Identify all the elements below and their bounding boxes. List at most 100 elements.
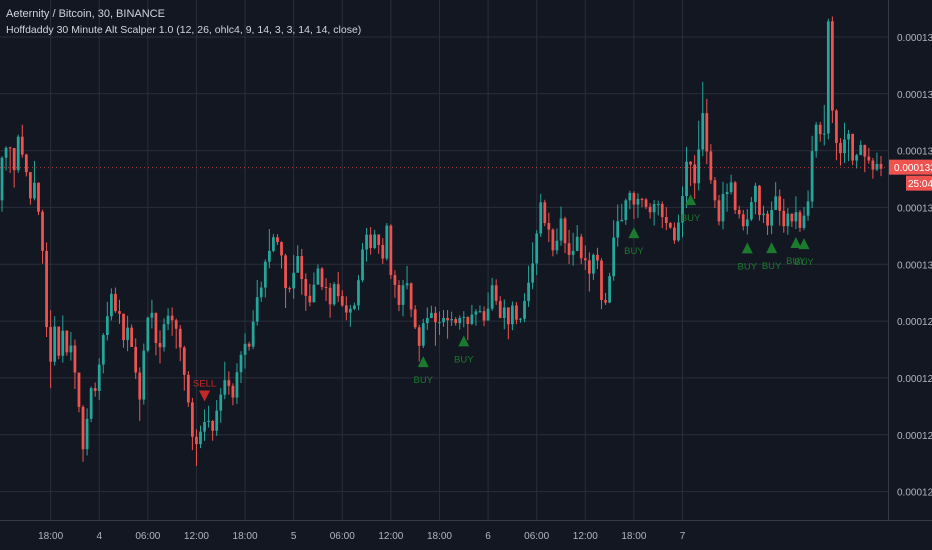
candle[interactable] <box>150 299 154 329</box>
candle[interactable] <box>130 324 134 347</box>
candle[interactable] <box>879 156 883 177</box>
candle-body[interactable] <box>33 182 36 199</box>
candle-body[interactable] <box>620 219 624 222</box>
candle[interactable] <box>826 18 830 140</box>
candle[interactable] <box>506 307 510 340</box>
candle[interactable] <box>259 281 263 303</box>
candle-body[interactable] <box>786 213 790 227</box>
candle-body[interactable] <box>802 215 806 228</box>
candle[interactable] <box>186 371 190 407</box>
candle-body[interactable] <box>405 283 409 286</box>
candle[interactable] <box>673 222 676 244</box>
candle[interactable] <box>782 198 786 233</box>
candle[interactable] <box>174 318 178 349</box>
candle[interactable] <box>466 316 470 341</box>
candle[interactable] <box>652 200 656 226</box>
candle-body[interactable] <box>389 225 393 276</box>
candle[interactable] <box>725 183 729 212</box>
candle-body[interactable] <box>608 276 611 303</box>
candle[interactable] <box>401 279 405 317</box>
candle-body[interactable] <box>348 308 352 313</box>
candle-body[interactable] <box>296 256 300 273</box>
candle[interactable] <box>191 397 194 451</box>
candle[interactable] <box>158 330 162 364</box>
candle-body[interactable] <box>114 293 117 312</box>
candle-body[interactable] <box>425 317 429 324</box>
candle[interactable] <box>146 316 150 353</box>
candle-body[interactable] <box>24 154 28 173</box>
candle[interactable] <box>790 213 794 228</box>
candle-body[interactable] <box>624 200 628 220</box>
candle[interactable] <box>806 190 810 221</box>
candle[interactable] <box>20 124 24 158</box>
candle[interactable] <box>421 318 425 349</box>
candle-body[interactable] <box>186 374 190 403</box>
candle[interactable] <box>37 182 40 216</box>
candle[interactable] <box>749 196 753 222</box>
candle[interactable] <box>636 193 640 218</box>
candle[interactable] <box>689 161 692 187</box>
candle-body[interactable] <box>320 268 324 287</box>
candle[interactable] <box>741 209 745 231</box>
candle[interactable] <box>855 153 859 169</box>
candle-body[interactable] <box>316 268 320 285</box>
candle[interactable] <box>543 199 547 227</box>
candle[interactable] <box>304 273 308 311</box>
candle[interactable] <box>69 331 73 361</box>
candle-body[interactable] <box>235 372 239 398</box>
symbol-title[interactable]: Aeternity / Bitcoin, 30, BINANCE <box>6 8 165 20</box>
candle-body[interactable] <box>758 185 761 216</box>
candle-body[interactable] <box>515 305 518 320</box>
candle[interactable] <box>859 140 863 156</box>
candle-body[interactable] <box>879 163 883 169</box>
candle-body[interactable] <box>65 330 69 353</box>
candle-body[interactable] <box>101 335 105 365</box>
candle-body[interactable] <box>745 219 749 227</box>
candle[interactable] <box>162 318 166 352</box>
candle[interactable] <box>8 146 12 174</box>
candle[interactable] <box>494 279 498 305</box>
candle-body[interactable] <box>324 286 328 288</box>
candle-body[interactable] <box>93 388 97 391</box>
candle-body[interactable] <box>377 234 381 245</box>
candle-body[interactable] <box>693 164 697 184</box>
candle-body[interactable] <box>835 110 838 143</box>
candle-body[interactable] <box>551 229 555 251</box>
candle-body[interactable] <box>146 317 150 351</box>
candle[interactable] <box>547 212 551 243</box>
candle[interactable] <box>567 229 571 264</box>
candle[interactable] <box>551 228 555 257</box>
candle-body[interactable] <box>826 21 830 134</box>
candle[interactable] <box>405 265 409 290</box>
candle-body[interactable] <box>211 420 215 431</box>
candle[interactable] <box>559 206 563 246</box>
candle[interactable] <box>778 189 782 226</box>
candle[interactable] <box>272 234 275 253</box>
candle[interactable] <box>668 221 672 229</box>
candle[interactable] <box>300 248 304 295</box>
candle-body[interactable] <box>142 350 146 400</box>
candle-body[interactable] <box>733 182 737 210</box>
candle-body[interactable] <box>312 284 316 303</box>
candle-body[interactable] <box>701 113 705 150</box>
candle[interactable] <box>101 333 105 374</box>
candle[interactable] <box>219 388 223 423</box>
candle[interactable] <box>288 286 291 293</box>
candle[interactable] <box>762 205 765 224</box>
candle[interactable] <box>587 252 591 292</box>
candle[interactable] <box>462 311 466 328</box>
candle-body[interactable] <box>567 243 571 255</box>
candle-body[interactable] <box>300 256 304 280</box>
candle-body[interactable] <box>304 279 308 296</box>
candle[interactable] <box>16 134 20 173</box>
candle-body[interactable] <box>219 394 223 411</box>
candle-body[interactable] <box>579 236 583 259</box>
candle[interactable] <box>110 288 113 321</box>
candle-body[interactable] <box>255 297 259 322</box>
candle[interactable] <box>620 203 624 222</box>
candle[interactable] <box>142 343 146 405</box>
candle[interactable] <box>195 429 198 467</box>
candle[interactable] <box>182 345 186 391</box>
candle-body[interactable] <box>336 284 340 297</box>
candle-body[interactable] <box>470 314 474 324</box>
